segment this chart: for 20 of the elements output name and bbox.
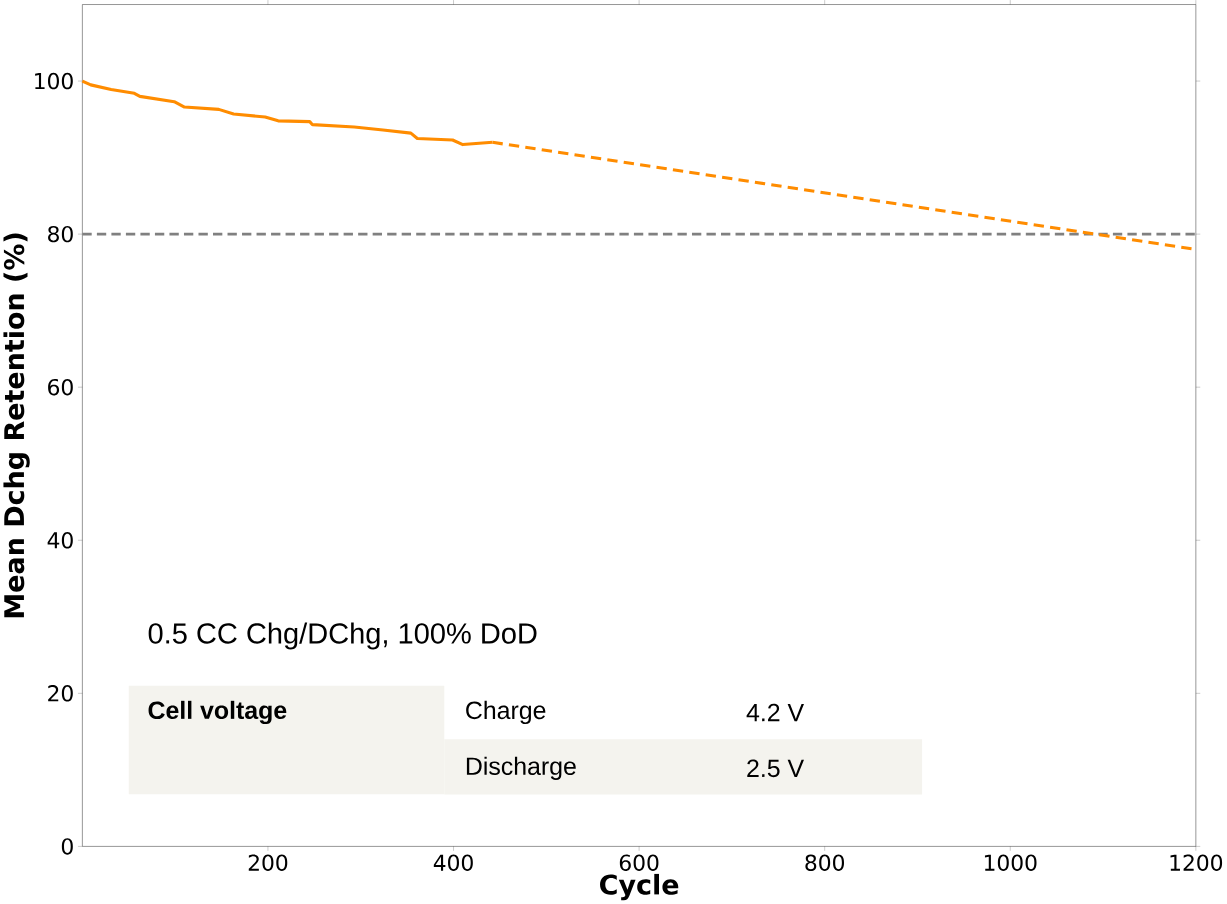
y-tick-label: 80 [48,226,73,243]
x-tick-label: 600 [619,854,659,872]
x-tick-label: 1000 [984,854,1037,872]
x-tick-label: 200 [248,854,288,872]
y-tick-label: 100 [35,72,73,90]
annotation: Charge [466,701,546,725]
x-tick-label: 400 [433,854,473,872]
y-tick-label: 20 [48,685,73,702]
x-axis-title: Cycle [600,874,679,901]
y-tick-label: 60 [48,379,73,396]
annotation: 0.5 CC Chg/DChg, 100% DoD [148,622,537,650]
x-tick-label: 800 [805,854,845,872]
y-axis-title: Mean Dchg Retention (%) [3,233,30,618]
annotation: Cell voltage [148,700,287,725]
x-tick-label: 1200 [1170,854,1223,872]
y-tick-label: 40 [47,532,73,549]
annotation: Discharge [466,756,576,781]
annotation: 4.2 V [746,703,804,722]
y-tick-label: 0 [61,838,73,855]
annotation: 2.5 V [747,759,804,778]
